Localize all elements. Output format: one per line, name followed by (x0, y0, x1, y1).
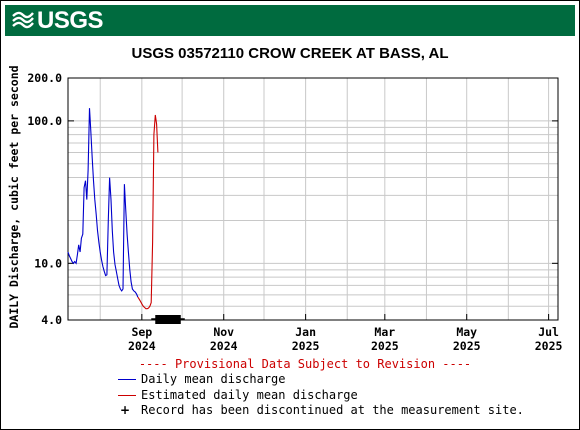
legend-line-blue (118, 379, 136, 380)
usgs-logo-text: USGS (37, 7, 104, 34)
discontinued-marker (155, 315, 181, 324)
legend-label-discontinued: Record has been discontinued at the meas… (141, 403, 524, 417)
legend-label-daily: Daily mean discharge (141, 372, 286, 386)
legend-item-daily: Daily mean discharge (1, 372, 579, 388)
x-tick-label-month: Jan (295, 325, 316, 339)
y-tick-label: 10.0 (34, 256, 62, 270)
x-tick-label-year: 2025 (292, 339, 320, 353)
y-tick-label: 200.0 (27, 71, 62, 85)
series-line-estimated (137, 114, 159, 310)
x-tick-label-year: 2025 (371, 339, 399, 353)
x-tick-label-year: 2024 (128, 339, 156, 353)
plus-icon: + (120, 403, 131, 417)
y-tick-label: 4.0 (41, 313, 62, 327)
usgs-wave-icon (12, 11, 34, 29)
y-axis-label: DAILY Discharge, cubic feet per second (7, 65, 21, 328)
legend-item-estimated: Estimated daily mean discharge (1, 388, 579, 404)
y-tick-label: 100.0 (27, 114, 62, 128)
chart-title: USGS 03572110 CROW CREEK AT BASS, AL (131, 45, 449, 62)
legend: ---- Provisional Data Subject to Revisio… (1, 357, 579, 419)
x-tick-label-month: Nov (213, 325, 234, 339)
usgs-banner: USGS (5, 5, 575, 36)
legend-line-red (118, 394, 136, 396)
plot-area (67, 77, 559, 321)
series-line-daily (67, 108, 139, 298)
x-tick-label-year: 2025 (535, 339, 563, 353)
legend-label-estimated: Estimated daily mean discharge (141, 387, 358, 402)
x-tick-label-month: May (456, 325, 477, 339)
x-tick-label-month: Jul (538, 325, 559, 339)
provisional-notice: ---- Provisional Data Subject to Revisio… (138, 357, 472, 371)
x-tick-label-month: Mar (374, 325, 395, 339)
x-tick-label-month: Sep (131, 325, 152, 339)
legend-item-discontinued: + Record has been discontinued at the me… (1, 403, 579, 419)
x-tick-label-year: 2024 (210, 339, 238, 353)
x-tick-label-year: 2025 (453, 339, 481, 353)
usgs-logo[interactable]: USGS (12, 7, 104, 34)
discharge-chart: 4.010.0100.0200.0Sep2024Nov2024Jan2025Ma… (7, 65, 563, 353)
